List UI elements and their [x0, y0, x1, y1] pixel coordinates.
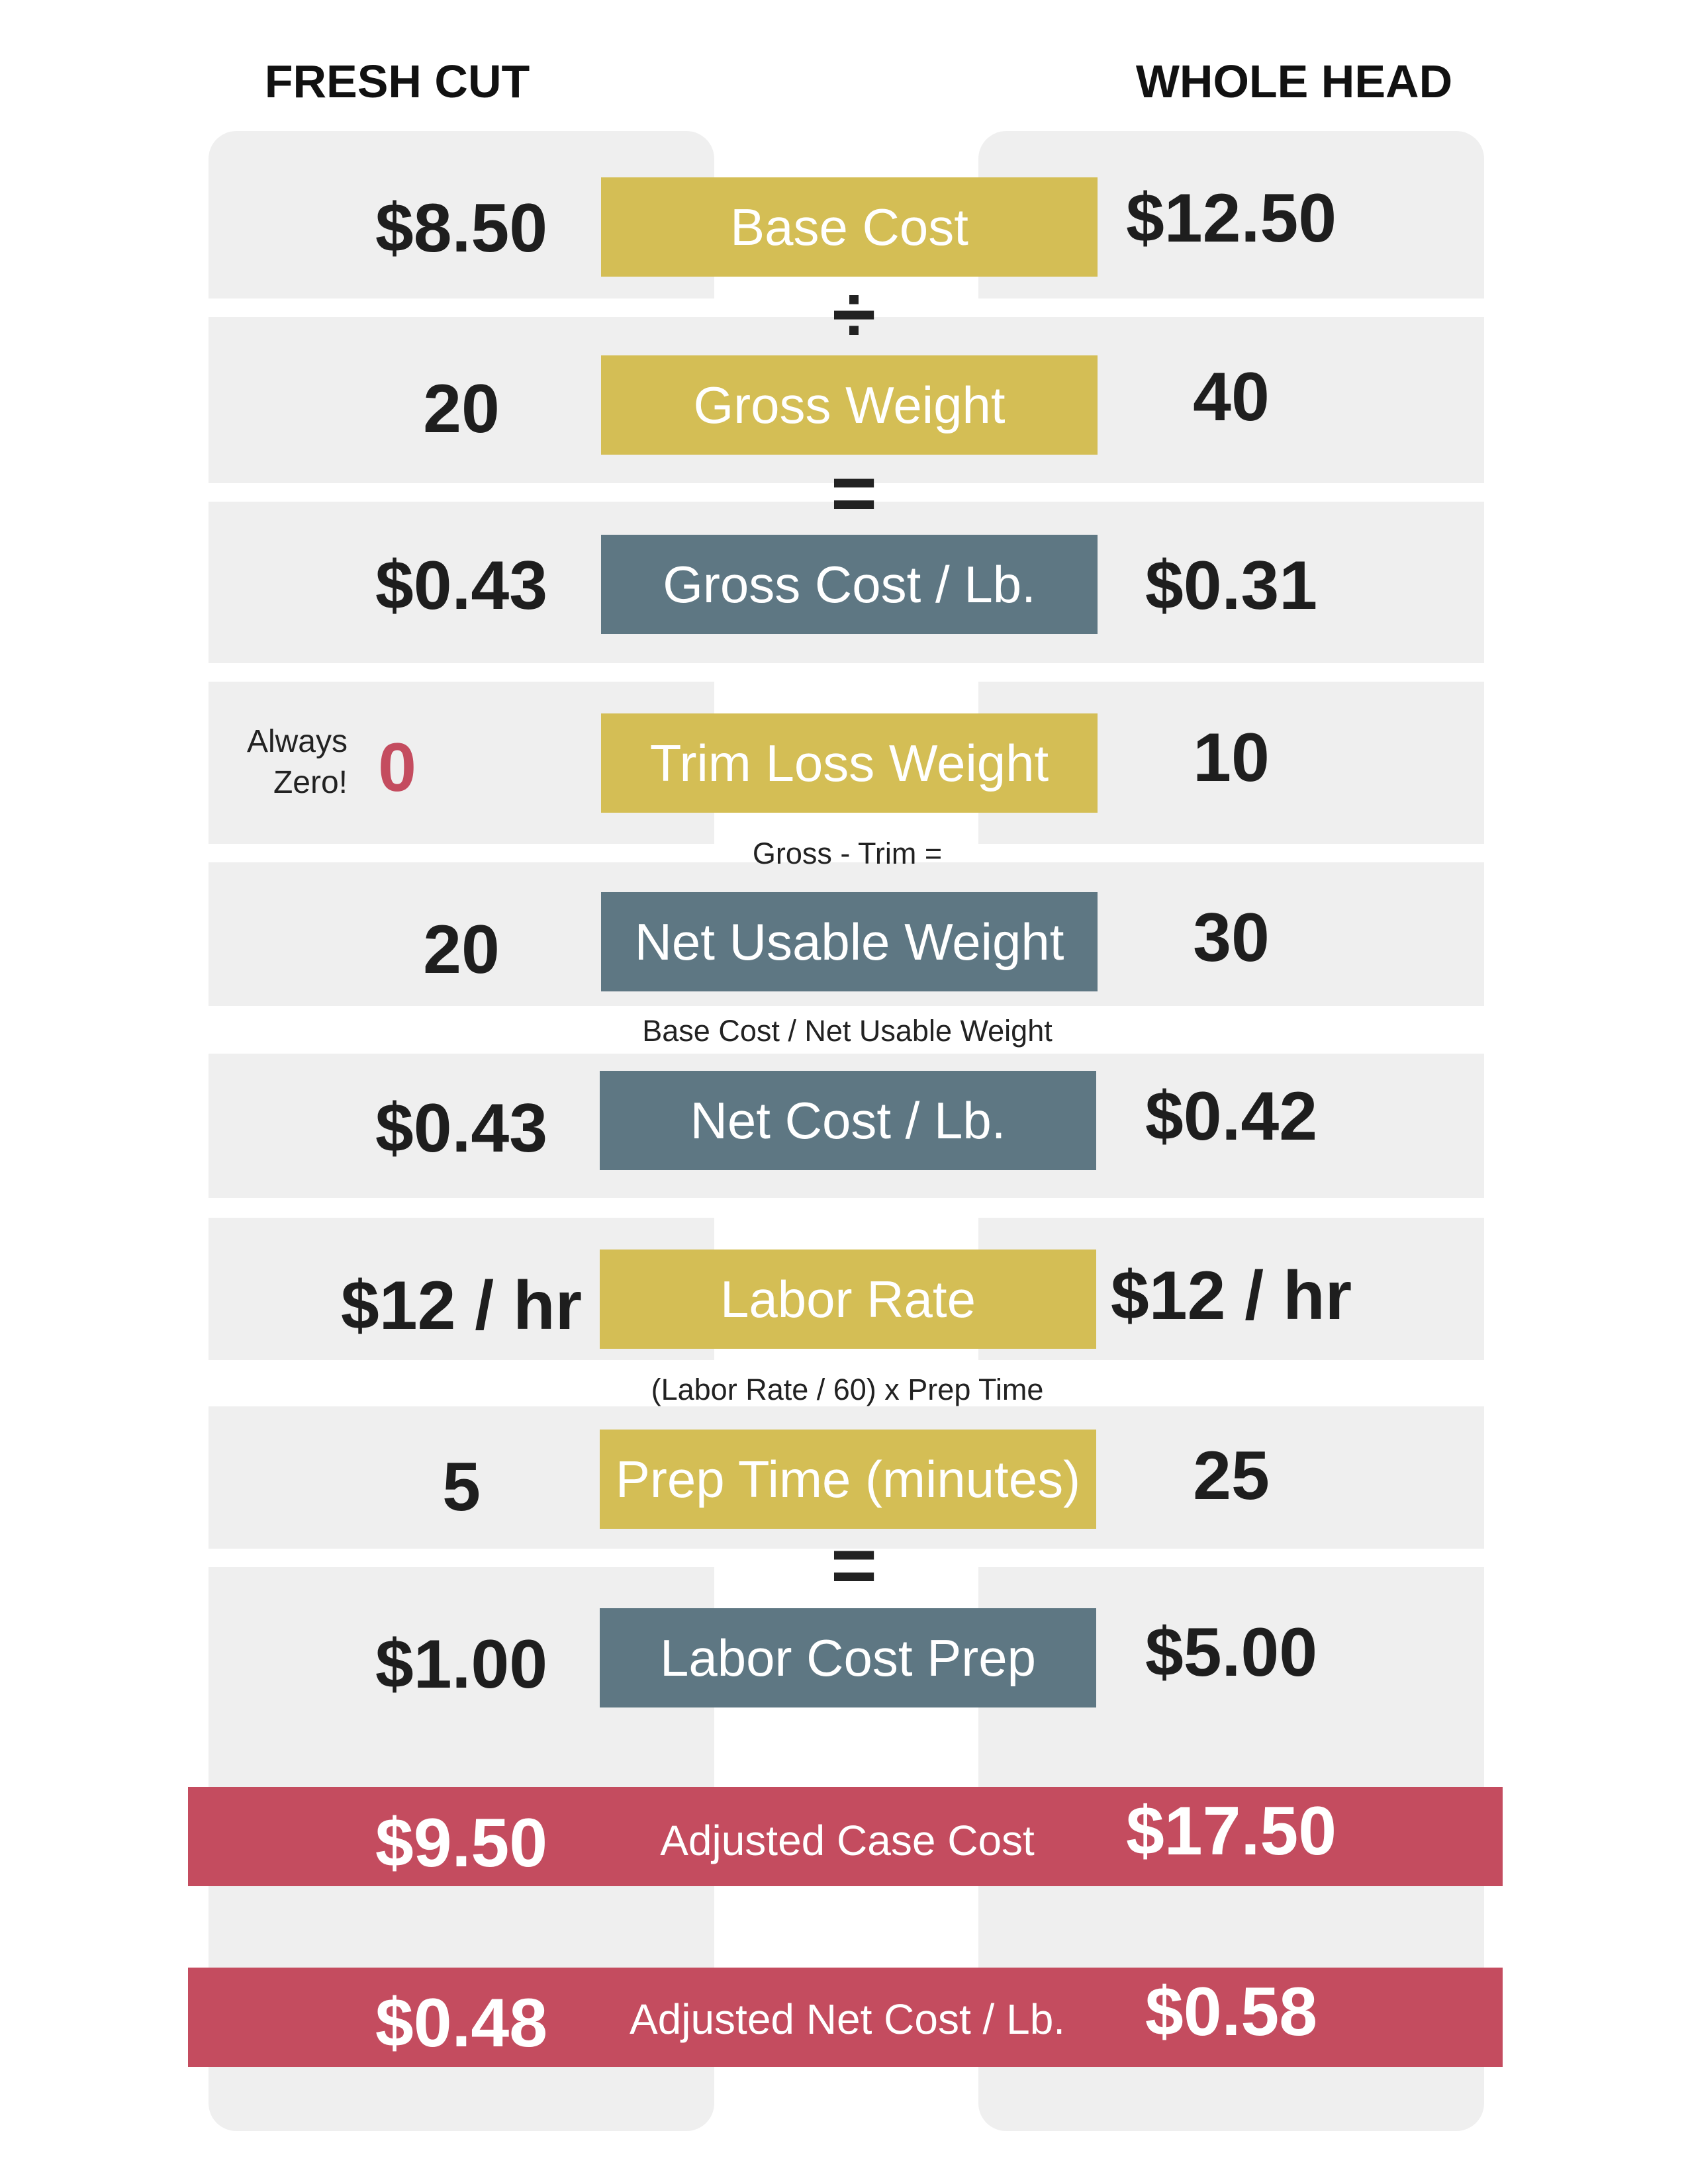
adjusted-case-cost-band: [188, 1787, 1503, 1886]
row-gap: [209, 483, 1484, 502]
always-zero-note: Always Zero!: [246, 724, 348, 800]
whole-head-gross-cost-per-lb: $0.31: [1145, 547, 1318, 624]
label-adjusted-case-cost: Adjusted Case Cost: [660, 1817, 1035, 1864]
row-gap: [209, 1006, 1484, 1054]
fresh-cut-base-cost: $8.50: [375, 190, 548, 267]
row-gap: [209, 844, 1484, 862]
label-net-cost-per-lb: Net Cost / Lb.: [600, 1071, 1096, 1170]
label-labor-cost-prep: Labor Cost Prep: [600, 1608, 1096, 1707]
note-labor-formula: (Labor Rate / 60) x Prep Time: [651, 1373, 1044, 1406]
equals-operator-2: =: [830, 1521, 878, 1610]
whole-head-labor-cost-prep: $5.00: [1145, 1614, 1318, 1691]
row-gap: [209, 1549, 1484, 1567]
divide-operator: ÷: [832, 270, 876, 359]
label-labor-rate: Labor Rate: [600, 1250, 1096, 1349]
fresh-cut-gross-cost-per-lb: $0.43: [375, 547, 548, 624]
row-gap: [209, 1198, 1484, 1218]
whole-head-prep-time: 25: [1193, 1437, 1270, 1514]
fresh-cut-net-cost-per-lb: $0.43: [375, 1090, 548, 1167]
fresh-cut-prep-time: 5: [442, 1449, 481, 1525]
label-gross-cost-per-lb: Gross Cost / Lb.: [601, 535, 1098, 634]
fresh-cut-gross-weight: 20: [423, 371, 500, 447]
note-gross-minus-trim: Gross - Trim =: [752, 837, 943, 870]
fresh-cut-labor-cost-prep: $1.00: [375, 1626, 548, 1703]
label-gross-weight: Gross Weight: [601, 355, 1098, 455]
label-trim-loss-weight: Trim Loss Weight: [601, 713, 1098, 813]
fresh-cut-adjusted-case-cost: $9.50: [375, 1805, 548, 1882]
header-whole-head: WHOLE HEAD: [1135, 56, 1453, 107]
whole-head-gross-weight: 40: [1193, 359, 1270, 435]
header-fresh-cut: FRESH CUT: [264, 56, 530, 107]
note-base-over-net: Base Cost / Net Usable Weight: [642, 1014, 1053, 1048]
equals-operator: =: [830, 449, 878, 537]
whole-head-net-usable-weight: 30: [1193, 899, 1270, 976]
whole-head-trim-loss: 10: [1193, 719, 1270, 796]
adjusted-net-cost-band: [188, 1968, 1503, 2067]
row-gap: [209, 663, 1484, 682]
label-net-usable-weight: Net Usable Weight: [601, 892, 1098, 991]
label-base-cost: Base Cost: [601, 177, 1098, 277]
row-gap: [209, 298, 1484, 317]
row-gap: [209, 1360, 1484, 1406]
fresh-cut-adjusted-net-cost: $0.48: [375, 1985, 548, 2062]
label-prep-time: Prep Time (minutes): [600, 1430, 1096, 1529]
whole-head-base-cost: $12.50: [1125, 180, 1337, 257]
whole-head-adjusted-net-cost: $0.58: [1145, 1974, 1318, 2050]
whole-head-labor-rate: $12 / hr: [1110, 1257, 1352, 1334]
fresh-cut-labor-rate: $12 / hr: [340, 1267, 583, 1344]
label-adjusted-net-cost: Adjusted Net Cost / Lb.: [629, 1995, 1066, 2043]
fresh-cut-trim-loss: 0: [378, 729, 416, 806]
fresh-cut-net-usable-weight: 20: [423, 911, 500, 988]
whole-head-net-cost-per-lb: $0.42: [1145, 1078, 1318, 1155]
whole-head-adjusted-case-cost: $17.50: [1125, 1793, 1337, 1870]
